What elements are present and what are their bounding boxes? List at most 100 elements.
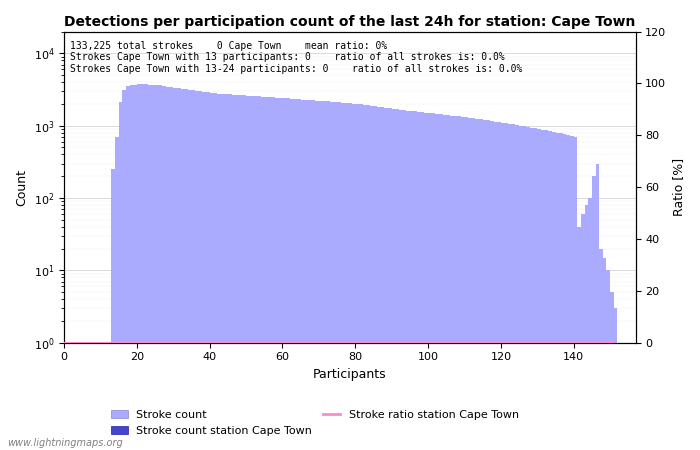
Bar: [559, 134, 563, 450]
Title: Detections per participation count of the last 24h for station: Cape Town: Detections per participation count of th…: [64, 15, 636, 29]
Bar: [166, 87, 169, 450]
Bar: [508, 124, 512, 450]
Bar: [574, 137, 578, 450]
Bar: [78, 343, 83, 450]
Bar: [596, 163, 599, 450]
Bar: [414, 111, 417, 450]
Bar: [614, 308, 617, 450]
Bar: [526, 127, 530, 450]
Bar: [330, 102, 333, 450]
Bar: [505, 123, 508, 450]
Bar: [71, 343, 75, 450]
Bar: [290, 99, 293, 450]
Bar: [610, 292, 614, 450]
Bar: [588, 198, 592, 450]
Bar: [308, 100, 312, 450]
Bar: [68, 343, 71, 450]
Bar: [501, 123, 505, 450]
Bar: [275, 98, 279, 450]
Bar: [341, 103, 344, 450]
Bar: [461, 117, 465, 450]
X-axis label: Participants: Participants: [313, 368, 386, 381]
Bar: [465, 117, 468, 450]
Bar: [141, 84, 144, 450]
Bar: [86, 343, 90, 450]
Bar: [279, 98, 283, 450]
Bar: [399, 110, 402, 450]
Bar: [439, 114, 442, 450]
Bar: [155, 85, 159, 450]
Bar: [184, 89, 188, 450]
Bar: [126, 86, 130, 450]
Bar: [104, 343, 108, 450]
Bar: [202, 92, 206, 450]
Bar: [268, 97, 272, 450]
Bar: [563, 134, 566, 450]
Bar: [108, 343, 111, 450]
Bar: [144, 84, 148, 450]
Legend: Stroke count, Stroke count station Cape Town, Stroke ratio station Cape Town: Stroke count, Stroke count station Cape …: [106, 405, 524, 440]
Bar: [468, 118, 472, 450]
Bar: [486, 121, 490, 450]
Bar: [304, 100, 308, 450]
Bar: [392, 108, 396, 450]
Bar: [337, 102, 341, 450]
Bar: [566, 135, 570, 450]
Bar: [235, 95, 239, 450]
Bar: [457, 117, 461, 450]
Bar: [239, 95, 242, 450]
Bar: [246, 96, 250, 450]
Bar: [210, 93, 214, 450]
Bar: [148, 85, 151, 450]
Bar: [424, 112, 428, 450]
Bar: [214, 93, 217, 450]
Bar: [388, 108, 392, 450]
Bar: [454, 116, 457, 450]
Bar: [265, 97, 268, 450]
Bar: [220, 94, 224, 450]
Bar: [377, 107, 381, 450]
Text: 133,225 total strokes    0 Cape Town    mean ratio: 0%
Strokes Cape Town with 13: 133,225 total strokes 0 Cape Town mean r…: [70, 41, 522, 74]
Bar: [581, 214, 584, 450]
Bar: [224, 94, 228, 450]
Bar: [333, 102, 337, 450]
Bar: [90, 343, 93, 450]
Bar: [181, 89, 184, 450]
Bar: [111, 169, 115, 450]
Bar: [410, 111, 414, 450]
Y-axis label: Ratio [%]: Ratio [%]: [672, 158, 685, 216]
Bar: [195, 90, 199, 450]
Bar: [323, 101, 326, 450]
Bar: [475, 119, 479, 450]
Bar: [606, 270, 610, 450]
Bar: [97, 343, 101, 450]
Bar: [192, 90, 195, 450]
Bar: [592, 176, 596, 450]
Bar: [257, 96, 260, 450]
Bar: [272, 97, 275, 450]
Bar: [315, 101, 319, 450]
Bar: [312, 100, 315, 450]
Bar: [242, 95, 246, 450]
Bar: [556, 133, 559, 450]
Bar: [450, 116, 454, 450]
Bar: [545, 130, 548, 450]
Bar: [428, 113, 432, 450]
Bar: [548, 131, 552, 450]
Bar: [260, 97, 265, 450]
Bar: [432, 113, 435, 450]
Bar: [515, 125, 519, 450]
Bar: [293, 99, 297, 450]
Bar: [301, 99, 304, 450]
Bar: [523, 126, 526, 450]
Bar: [253, 96, 257, 450]
Bar: [83, 343, 86, 450]
Bar: [442, 115, 447, 450]
Bar: [479, 119, 483, 450]
Bar: [381, 107, 384, 450]
Bar: [159, 86, 162, 450]
Bar: [447, 115, 450, 450]
Bar: [199, 91, 202, 450]
Bar: [384, 108, 388, 450]
Bar: [133, 85, 137, 450]
